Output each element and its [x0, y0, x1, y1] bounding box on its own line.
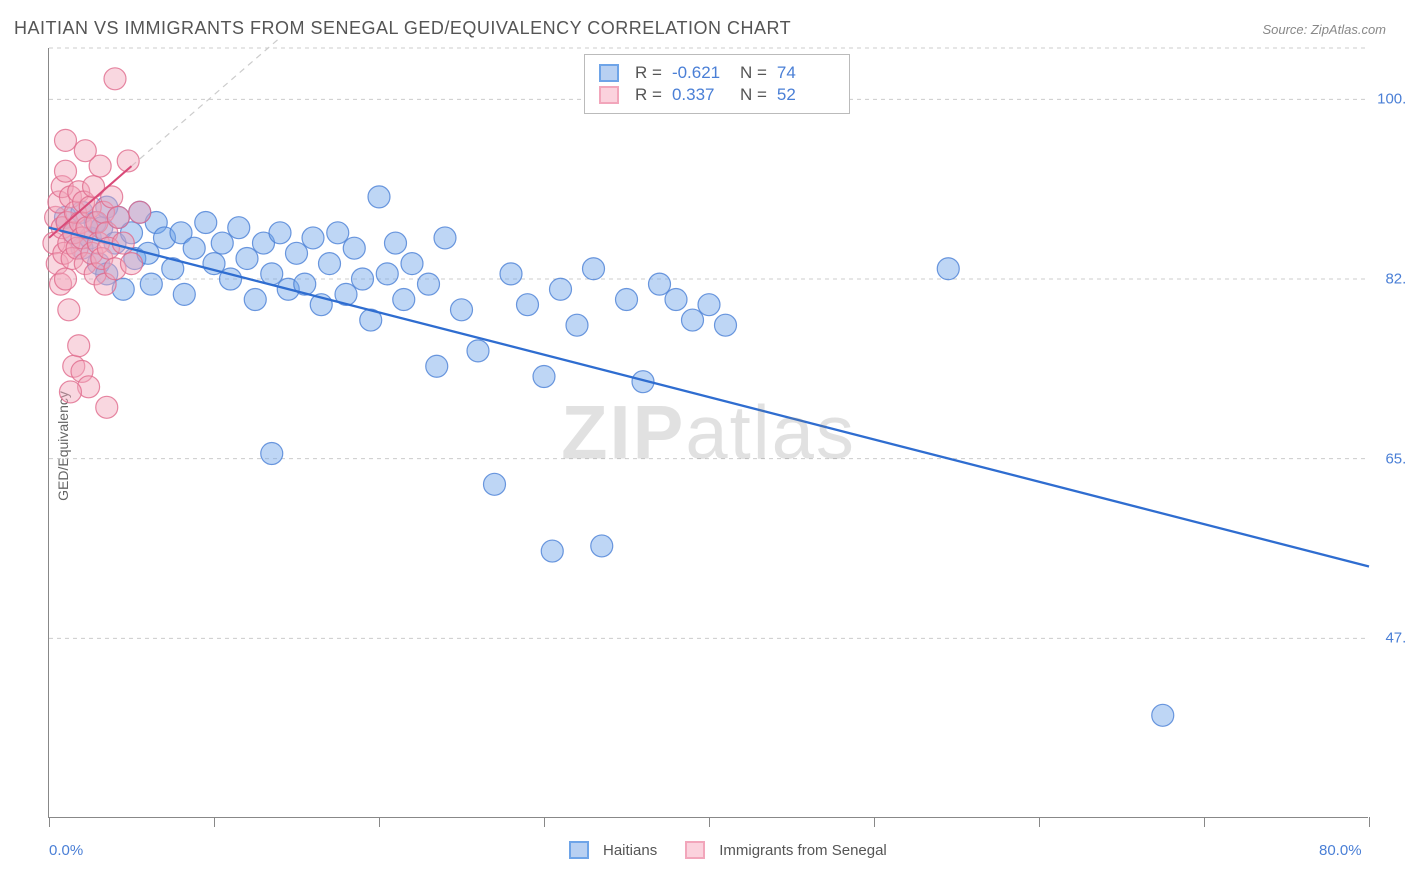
x-tick	[709, 817, 710, 827]
scatter-point	[616, 289, 638, 311]
scatter-point	[1152, 704, 1174, 726]
scatter-point	[418, 273, 440, 295]
legend-swatch	[685, 841, 705, 859]
y-axis-tick-label: 100.0%	[1377, 91, 1406, 108]
y-axis-tick-label: 82.5%	[1385, 271, 1406, 288]
scatter-point	[517, 294, 539, 316]
scatter-point	[393, 289, 415, 311]
scatter-point	[286, 242, 308, 264]
scatter-point	[319, 253, 341, 275]
scatter-point	[244, 289, 266, 311]
scatter-point	[261, 263, 283, 285]
scatter-point	[566, 314, 588, 336]
scatter-point	[302, 227, 324, 249]
scatter-point	[698, 294, 720, 316]
stats-row: R = -0.621 N = 74	[599, 63, 835, 83]
scatter-point	[96, 396, 118, 418]
scatter-point	[183, 237, 205, 259]
scatter-point	[401, 253, 423, 275]
legend-label: Haitians	[603, 842, 657, 859]
stat-n-value: 52	[777, 85, 835, 105]
scatter-point	[211, 232, 233, 254]
scatter-point	[550, 278, 572, 300]
stat-n-label: N =	[740, 85, 767, 105]
scatter-point	[140, 273, 162, 295]
legend-swatch	[599, 86, 619, 104]
scatter-point	[173, 283, 195, 305]
scatter-point	[261, 443, 283, 465]
scatter-point	[665, 289, 687, 311]
x-tick	[874, 817, 875, 827]
scatter-point	[500, 263, 522, 285]
scatter-point	[129, 201, 151, 223]
legend-item: Immigrants from Senegal	[685, 841, 887, 859]
x-tick	[379, 817, 380, 827]
scatter-point	[426, 355, 448, 377]
x-tick	[1039, 817, 1040, 827]
x-tick	[1369, 817, 1370, 827]
stat-r-value: 0.337	[672, 85, 730, 105]
scatter-point	[368, 186, 390, 208]
legend-swatch	[599, 64, 619, 82]
scatter-point	[236, 247, 258, 269]
scatter-point	[59, 381, 81, 403]
scatter-point	[682, 309, 704, 331]
scatter-point	[715, 314, 737, 336]
y-axis-tick-label: 65.0%	[1385, 450, 1406, 467]
scatter-point	[112, 232, 134, 254]
scatter-point	[228, 217, 250, 239]
scatter-point	[68, 335, 90, 357]
scatter-point	[376, 263, 398, 285]
scatter-point	[58, 299, 80, 321]
scatter-point	[55, 268, 77, 290]
scatter-point	[541, 540, 563, 562]
source-attribution: Source: ZipAtlas.com	[1262, 22, 1386, 37]
scatter-point	[121, 253, 143, 275]
chart-container: HAITIAN VS IMMIGRANTS FROM SENEGAL GED/E…	[0, 0, 1406, 892]
stat-n-label: N =	[740, 63, 767, 83]
scatter-point	[104, 68, 126, 90]
scatter-point	[327, 222, 349, 244]
legend-label: Immigrants from Senegal	[719, 842, 887, 859]
scatter-point	[937, 258, 959, 280]
x-tick	[49, 817, 50, 827]
scatter-point	[484, 473, 506, 495]
scatter-point	[533, 366, 555, 388]
scatter-point	[467, 340, 489, 362]
scatter-point	[591, 535, 613, 557]
scatter-point	[74, 140, 96, 162]
chart-title: HAITIAN VS IMMIGRANTS FROM SENEGAL GED/E…	[14, 18, 791, 39]
stat-r-label: R =	[635, 63, 662, 83]
legend-item: Haitians	[569, 841, 657, 859]
stats-row: R = 0.337 N = 52	[599, 85, 835, 105]
plot-area: ZIPatlas R = -0.621 N = 74R = 0.337 N = …	[48, 48, 1368, 818]
stat-r-value: -0.621	[672, 63, 730, 83]
x-tick	[1204, 817, 1205, 827]
x-axis-tick-label: 0.0%	[49, 842, 83, 859]
legend-swatch	[569, 841, 589, 859]
scatter-point	[343, 237, 365, 259]
scatter-point	[583, 258, 605, 280]
scatter-point	[269, 222, 291, 244]
scatter-point	[434, 227, 456, 249]
bottom-legend: Haitians Immigrants from Senegal	[569, 841, 887, 859]
scatter-point	[352, 268, 374, 290]
scatter-point	[195, 212, 217, 234]
y-axis-tick-label: 47.5%	[1385, 630, 1406, 647]
scatter-point	[385, 232, 407, 254]
x-tick	[214, 817, 215, 827]
stat-n-value: 74	[777, 63, 835, 83]
scatter-point	[55, 160, 77, 182]
x-tick	[544, 817, 545, 827]
scatter-point	[451, 299, 473, 321]
x-axis-tick-label: 80.0%	[1319, 842, 1362, 859]
scatter-point	[55, 129, 77, 151]
scatter-point	[649, 273, 671, 295]
stat-r-label: R =	[635, 85, 662, 105]
scatter-svg	[49, 48, 1368, 817]
stats-legend-box: R = -0.621 N = 74R = 0.337 N = 52	[584, 54, 850, 114]
scatter-point	[107, 206, 129, 228]
